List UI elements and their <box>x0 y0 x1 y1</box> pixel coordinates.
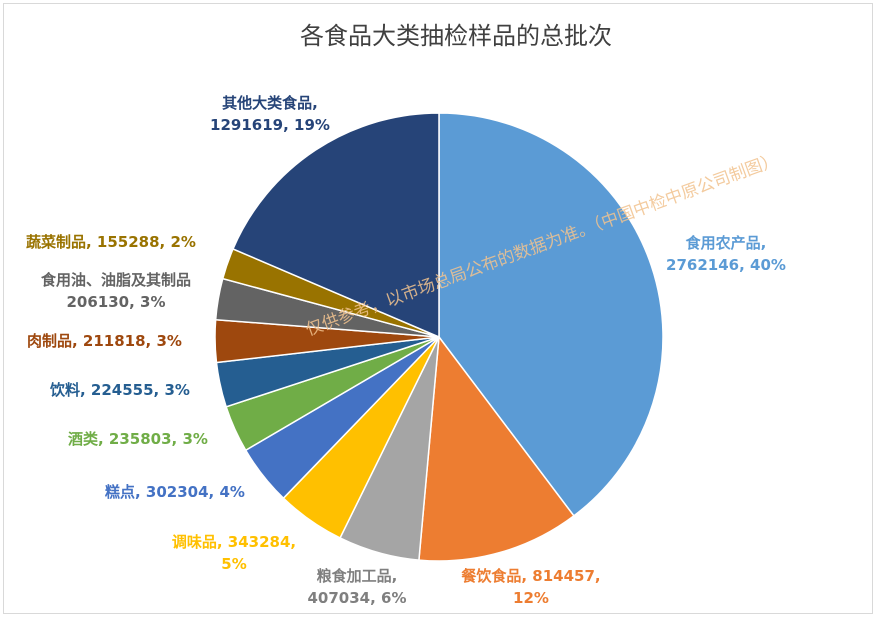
slice-label-line: 肉制品, 211818, 3% <box>27 332 182 350</box>
slice-label: 蔬菜制品, 155288, 2% <box>26 233 196 251</box>
slice-label: 肉制品, 211818, 3% <box>27 332 182 350</box>
slice-label-line: 餐饮食品, 814457, <box>461 567 600 585</box>
slice-label-line: 蔬菜制品, 155288, 2% <box>26 233 196 251</box>
slice-label-line: 食用农产品, <box>686 234 767 252</box>
slice-labels: 食用农产品, 2762146, 40% 餐饮食品, 814457, 12% 粮食加工品,… <box>26 94 786 607</box>
slice-label: 酒类, 235803, 3% <box>68 430 208 448</box>
slice-label-line: 粮食加工品, <box>317 567 398 585</box>
slice-label-line: 5% <box>221 555 246 573</box>
slice-label-line: 饮料, 224555, 3% <box>49 381 190 399</box>
slice-label: 饮料, 224555, 3% <box>49 381 190 399</box>
slice-label: 其他大类食品, 1291619, 19% <box>210 94 330 134</box>
pie-slice[interactable] <box>438 112 664 517</box>
slice-label: 餐饮食品, 814457, 12% <box>461 567 600 607</box>
pie-slice[interactable] <box>418 334 575 562</box>
chart-title: 各食品大类抽检样品的总批次 <box>300 22 612 50</box>
slice-label-line: 其他大类食品, <box>222 94 318 112</box>
pie-slice[interactable] <box>232 112 440 339</box>
slice-label: 食用油、油脂及其制品 206130, 3% <box>41 271 191 311</box>
slice-label-line: 食用油、油脂及其制品 <box>41 271 191 289</box>
slice-label-line: 糕点, 302304, 4% <box>105 483 245 501</box>
chart-frame: 各食品大类抽检样品的总批次 食用农产品, 2762146, 40% 餐饮食品, 81… <box>3 3 873 614</box>
slice-label: 糕点, 302304, 4% <box>105 483 245 501</box>
slice-label: 调味品, 343284, 5% <box>172 533 296 573</box>
slice-label-line: 调味品, 343284, <box>172 533 296 551</box>
slice-label-line: 2762146, 40% <box>666 256 786 274</box>
pie-chart: 各食品大类抽检样品的总批次 食用农产品, 2762146, 40% 餐饮食品, 81… <box>26 22 786 607</box>
slice-label-line: 206130, 3% <box>66 293 165 311</box>
slice-label-line: 12% <box>513 589 549 607</box>
slice-label: 食用农产品, 2762146, 40% <box>666 234 786 274</box>
slice-label-line: 407034, 6% <box>307 589 406 607</box>
slice-label-line: 酒类, 235803, 3% <box>68 430 208 448</box>
pie-slices <box>214 112 664 562</box>
slice-label: 粮食加工品, 407034, 6% <box>307 567 406 607</box>
slice-label-line: 1291619, 19% <box>210 116 330 134</box>
